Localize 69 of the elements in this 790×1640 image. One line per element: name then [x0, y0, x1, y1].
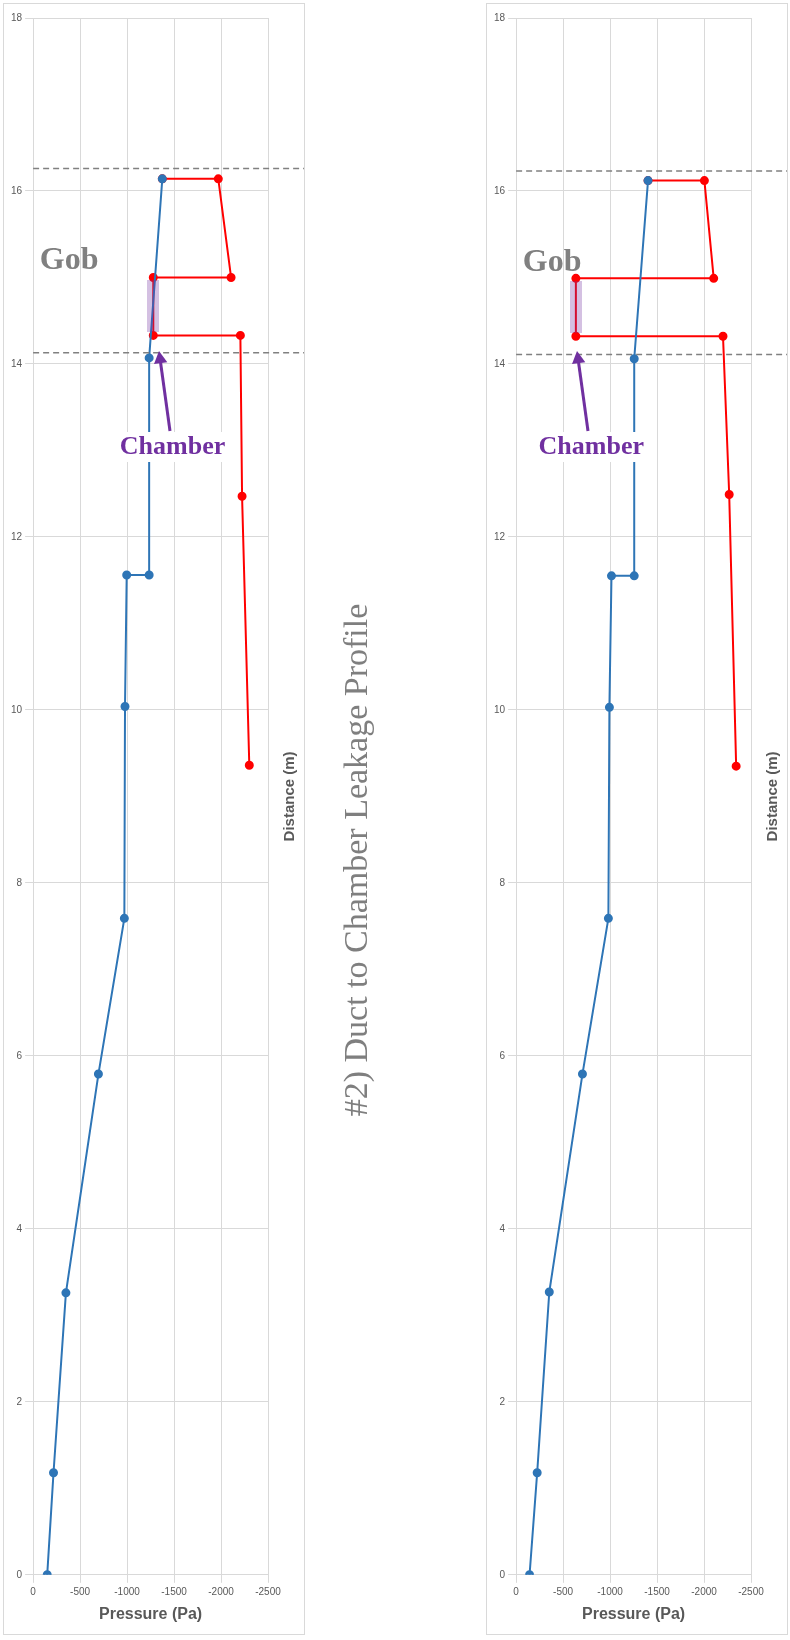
y-tick-label: 16: [11, 184, 23, 196]
point: [119, 913, 129, 923]
y-tick-label: 14: [11, 357, 23, 369]
y-tick-label: 2: [499, 1395, 506, 1407]
y-tick-label: 10: [11, 703, 23, 715]
y-tick-label: 16: [494, 184, 506, 196]
x-tick-label: -2500: [738, 1585, 765, 1597]
point: [237, 491, 247, 501]
y-tick-label: 14: [494, 357, 506, 369]
y-tick-label: 12: [494, 530, 506, 542]
point: [709, 273, 719, 283]
y-tick-label: 18: [11, 11, 23, 23]
x-tick-label: 0: [30, 1585, 37, 1597]
x-tick-label: -1000: [597, 1585, 624, 1597]
point: [49, 1468, 59, 1478]
x-tick-label: 0: [513, 1585, 520, 1597]
point: [61, 1288, 71, 1298]
y-tick-label: 2: [16, 1395, 23, 1407]
y-tick-label: 12: [11, 530, 23, 542]
point: [244, 760, 254, 770]
annotation: Chamber: [538, 430, 644, 460]
y-tick-label: 18: [494, 11, 506, 23]
point: [122, 570, 132, 580]
point: [699, 176, 709, 186]
text: #2) Duct to Chamber Leakage Profile: [337, 603, 375, 1117]
x-tick-label: -1500: [644, 1585, 671, 1597]
y-tick-label: 4: [16, 1222, 23, 1234]
point: [544, 1287, 554, 1297]
point: [144, 353, 154, 363]
point: [718, 331, 728, 341]
x-tick-label: -2500: [255, 1585, 282, 1597]
annotation: Gob: [39, 239, 99, 276]
point: [571, 273, 581, 283]
y-tick-label: 10: [494, 703, 506, 715]
point: [213, 174, 223, 184]
point: [603, 913, 613, 923]
y-tick-label: 6: [499, 1049, 506, 1061]
x-tick-label: -2000: [691, 1585, 718, 1597]
point: [93, 1069, 103, 1079]
x-tick-label: -1000: [114, 1585, 141, 1597]
point: [120, 701, 130, 711]
y-tick-label: 8: [16, 876, 23, 888]
y-tick-label: 8: [499, 876, 506, 888]
x-tick-label: -500: [70, 1585, 91, 1597]
point: [629, 571, 639, 581]
x-tick-label: -2000: [208, 1585, 235, 1597]
y-tick-label: 6: [16, 1049, 23, 1061]
point: [532, 1468, 542, 1478]
y-axis-title: Distance (m): [280, 751, 298, 842]
annotation: Chamber: [119, 430, 226, 460]
point: [629, 354, 639, 364]
y-tick-label: 0: [499, 1568, 506, 1580]
point: [577, 1069, 587, 1079]
point: [606, 571, 616, 581]
y-axis-title: Distance (m): [763, 751, 781, 842]
y-tick-label: 0: [16, 1568, 23, 1580]
point: [731, 761, 741, 771]
x-axis-title: Pressure (Pa): [581, 1604, 686, 1622]
y-tick-label: 4: [499, 1222, 506, 1234]
point: [235, 330, 245, 340]
x-tick-label: -1500: [161, 1585, 188, 1597]
x-tick-label: -500: [553, 1585, 574, 1597]
x-axis-title: Pressure (Pa): [98, 1604, 203, 1622]
annotation: Gob: [522, 242, 582, 279]
point: [144, 570, 154, 580]
point: [571, 331, 581, 341]
point: [724, 490, 734, 500]
point: [604, 702, 614, 712]
point: [226, 272, 236, 282]
